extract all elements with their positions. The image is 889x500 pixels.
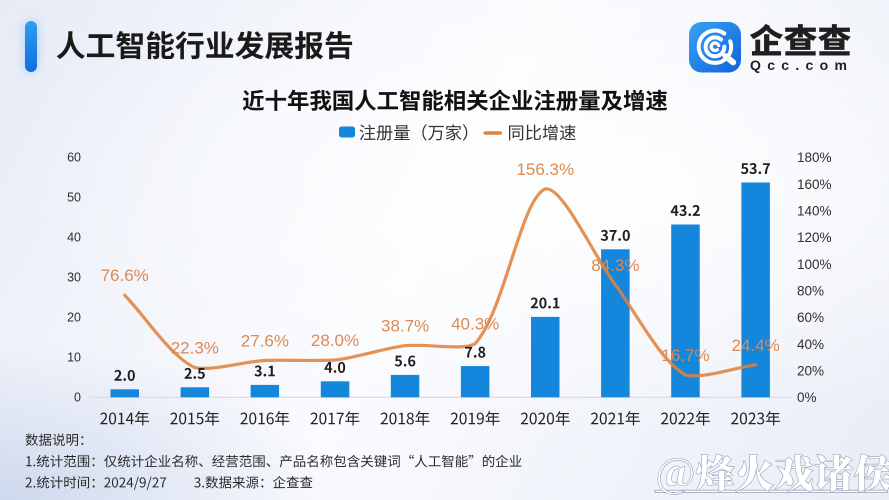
svg-text:50: 50 [67,191,81,205]
svg-text:10: 10 [67,351,81,365]
svg-text:0%: 0% [797,390,817,405]
svg-text:20%: 20% [797,363,824,378]
svg-text:160%: 160% [797,177,832,192]
svg-text:40%: 40% [797,337,824,352]
svg-text:100%: 100% [797,257,832,272]
svg-text:22.3%: 22.3% [171,339,219,358]
svg-text:38.7%: 38.7% [381,317,429,336]
svg-text:84.3%: 84.3% [591,256,639,275]
svg-text:40.3%: 40.3% [451,315,499,334]
svg-text:60: 60 [67,151,81,165]
svg-text:156.3%: 156.3% [516,160,574,179]
svg-text:20: 20 [67,311,81,325]
svg-text:180%: 180% [797,150,832,165]
svg-text:30: 30 [67,271,81,285]
svg-text:76.6%: 76.6% [101,266,149,285]
svg-text:40: 40 [67,231,81,245]
svg-text:27.6%: 27.6% [241,332,289,351]
svg-text:28.0%: 28.0% [311,331,359,350]
svg-text:0: 0 [74,391,81,405]
svg-text:60%: 60% [797,310,824,325]
svg-text:80%: 80% [797,283,824,298]
svg-text:140%: 140% [797,203,832,218]
svg-text:16.7%: 16.7% [661,346,709,365]
svg-text:120%: 120% [797,230,832,245]
svg-text:24.4%: 24.4% [731,336,779,355]
